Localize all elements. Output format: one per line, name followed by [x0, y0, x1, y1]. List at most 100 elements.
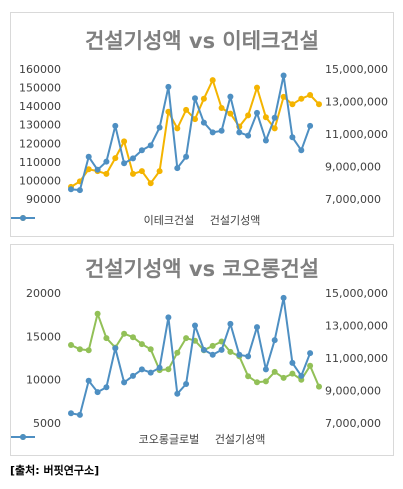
- left-axis-tick-label: 90000: [26, 193, 61, 206]
- data-point: [280, 294, 287, 301]
- legend-item-series-0: 이테크건설: [11, 212, 195, 228]
- data-point: [103, 158, 110, 165]
- data-point: [183, 335, 190, 342]
- data-point: [174, 390, 181, 397]
- data-point: [121, 379, 128, 386]
- data-point: [147, 180, 154, 187]
- data-point: [289, 134, 296, 141]
- left-axis-tick-label: 110000: [19, 156, 61, 169]
- legend-swatch-icon: [11, 215, 35, 221]
- data-point: [307, 122, 314, 129]
- chart-title: 건설기성액 vs 코오롱건설: [84, 257, 319, 281]
- left-axis-tick-label: 5000: [33, 417, 61, 430]
- right-axis-tick-label: 11,000,000: [325, 128, 388, 141]
- right-axis-tick-label: 13,000,000: [325, 320, 388, 333]
- data-point: [192, 116, 198, 123]
- data-point: [227, 110, 234, 117]
- data-point: [121, 330, 128, 337]
- right-axis-tick-label: 15,000,000: [325, 287, 388, 300]
- data-point: [147, 142, 154, 149]
- legend-swatch-icon: [11, 434, 35, 440]
- data-point: [112, 155, 119, 162]
- data-point: [183, 153, 190, 160]
- data-point: [112, 345, 119, 352]
- data-point: [289, 359, 296, 366]
- right-axis-tick-label: 15,000,000: [325, 63, 388, 76]
- data-point: [156, 168, 163, 175]
- data-point: [138, 168, 145, 175]
- data-point: [307, 350, 314, 357]
- data-point: [68, 410, 74, 417]
- series-line-1: [70, 74, 312, 192]
- data-point: [307, 362, 314, 369]
- chart-legend: 이테크건설 건설기성액: [11, 212, 393, 228]
- data-point: [236, 129, 243, 136]
- chart-plot-kolon: 20000 15000 10000 5000 15,000,000 13,000,000 1…: [26, 287, 388, 430]
- data-point: [289, 370, 296, 377]
- right-axis-tick-label: 9,000,000: [325, 385, 381, 398]
- data-point: [280, 93, 287, 100]
- data-point: [165, 108, 172, 115]
- data-point: [271, 368, 278, 375]
- data-point: [209, 77, 216, 84]
- left-axis-tick-label: 20000: [26, 287, 61, 300]
- data-point: [130, 170, 136, 177]
- data-point: [254, 84, 260, 91]
- data-point: [227, 348, 234, 355]
- data-point: [192, 322, 198, 329]
- legend-label: 이테크건설: [143, 214, 195, 227]
- data-point: [280, 72, 287, 79]
- data-point: [209, 351, 216, 358]
- data-point: [307, 92, 314, 98]
- data-point: [165, 83, 172, 90]
- data-point: [209, 342, 216, 349]
- chart-plot-etech: 160000 150000 140000 130000 120000 110000 1000…: [19, 63, 388, 206]
- data-point: [218, 127, 225, 134]
- left-axis-tick-label: 10000: [26, 374, 61, 387]
- data-point: [236, 351, 243, 358]
- chart-title: 건설기성액 vs 이테크건설: [84, 29, 319, 53]
- legend-label: 코오롱글로벌: [138, 433, 200, 446]
- data-point: [165, 366, 172, 373]
- data-point: [245, 353, 252, 360]
- data-point: [271, 125, 278, 132]
- right-axis-tick-label: 13,000,000: [325, 96, 388, 109]
- legend-item-series-1: 건설기성액: [11, 212, 261, 228]
- data-point: [316, 101, 322, 108]
- data-point: [200, 119, 207, 126]
- data-point: [192, 95, 198, 102]
- left-axis-tick-label: 120000: [19, 137, 61, 150]
- data-point: [262, 366, 269, 373]
- data-point: [85, 377, 92, 384]
- left-axis-tick-label: 15000: [26, 330, 61, 343]
- data-point: [130, 334, 136, 341]
- data-point: [298, 95, 305, 102]
- data-point: [254, 379, 260, 386]
- series-line-1: [70, 296, 312, 416]
- data-point: [254, 109, 260, 116]
- data-point: [156, 364, 163, 371]
- data-point: [103, 335, 110, 342]
- data-point: [68, 342, 74, 348]
- data-point: [271, 114, 278, 121]
- legend-label: 건설기성액: [209, 214, 261, 227]
- left-axis-tick-label: 130000: [19, 119, 61, 132]
- data-point: [262, 378, 269, 385]
- right-axis-tick-label: 7,000,000: [325, 193, 381, 206]
- data-point: [130, 372, 136, 379]
- data-point: [254, 324, 260, 331]
- data-point: [280, 374, 287, 381]
- source-note: [출처: 버핏연구소]: [10, 464, 100, 477]
- data-point: [200, 95, 207, 102]
- data-point: [298, 147, 305, 154]
- data-point: [147, 346, 154, 353]
- right-axis-tick-label: 11,000,000: [325, 352, 388, 365]
- right-axis-tick-label: 9,000,000: [325, 161, 381, 174]
- legend-item-series-0: 코오롱글로벌: [11, 431, 200, 447]
- chart-panel-etech: 160000 150000 140000 130000 120000 110000 1000…: [10, 12, 394, 237]
- data-point: [112, 122, 119, 129]
- data-point: [183, 106, 190, 113]
- data-point: [76, 187, 83, 194]
- data-point: [94, 310, 101, 317]
- data-point: [218, 105, 225, 111]
